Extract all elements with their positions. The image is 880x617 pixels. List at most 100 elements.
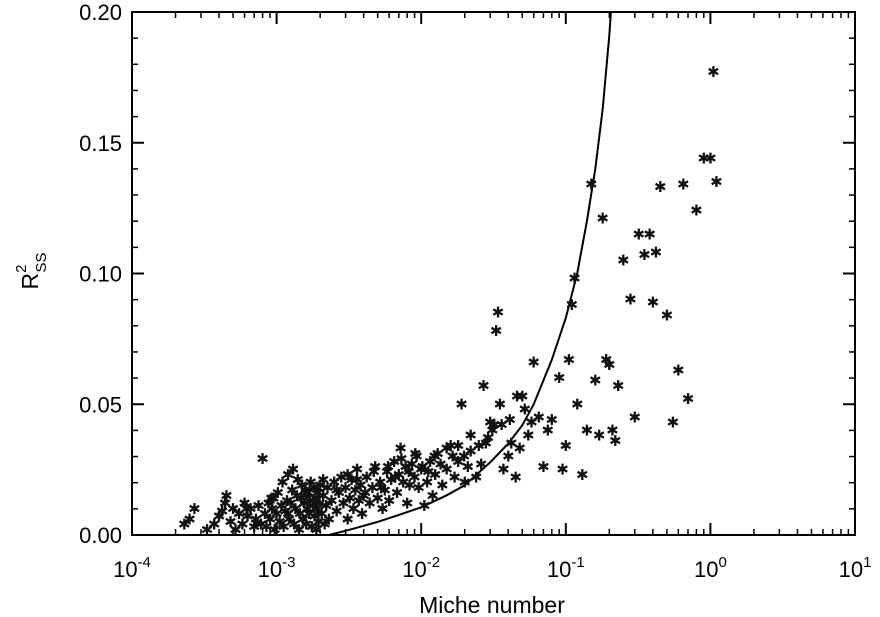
scatter-point: ✱	[426, 487, 439, 505]
scatter-point: ✱	[431, 445, 444, 463]
scatter-point: ✱	[307, 497, 320, 515]
scatter-point: ✱	[376, 500, 389, 518]
scatter-point: ✱	[341, 510, 354, 528]
scatter-point: ✱	[259, 505, 272, 523]
scatter-point: ✱	[213, 508, 226, 526]
scatter-point: ✱	[568, 270, 581, 288]
scatter-point: ✱	[347, 500, 360, 518]
scatter-point: ✱	[436, 476, 449, 494]
scatter-point: ✱	[464, 442, 477, 460]
scatter-point: ✱	[415, 461, 428, 479]
scatter-point: ✱	[593, 427, 606, 445]
scatter-point: ✱	[522, 427, 535, 445]
scatter-point: ✱	[298, 495, 311, 513]
scatter-point: ✱	[470, 468, 483, 486]
scatter-point: ✱	[286, 482, 299, 500]
scatter-point: ✱	[455, 395, 468, 413]
scatter-point: ✱	[241, 508, 254, 526]
scatter-point: ✱	[276, 474, 289, 492]
scatter-point: ✱	[490, 322, 503, 340]
scatter-point: ✱	[317, 487, 330, 505]
x-tick-label: 10-2	[402, 554, 440, 582]
scatter-point: ✱	[312, 484, 325, 502]
scatter-point: ✱	[527, 353, 540, 371]
y-axis-title-subscript: SS	[33, 253, 50, 273]
scatter-point: ✱	[208, 516, 221, 534]
scatter-point: ✱	[335, 468, 348, 486]
scatter-point: ✱	[389, 468, 402, 486]
scatter-point: ✱	[494, 395, 507, 413]
scatter-point: ✱	[272, 484, 285, 502]
scatter-point: ✱	[363, 495, 376, 513]
y-tick-label: 0.00	[79, 523, 122, 548]
y-axis-ticks: 0.00 0.05 0.10 0.15 0.20	[79, 0, 855, 548]
scatter-point: ✱	[178, 516, 191, 534]
scatter-point: ✱	[429, 466, 442, 484]
scatter-point: ✱	[313, 495, 326, 513]
scatter-point: ✱	[295, 489, 308, 507]
scatter-point: ✱	[513, 440, 526, 458]
scatter-points-layer: ✱✱✱✱✱✱✱✱✱✱✱✱✱✱✱✱✱✱✱✱✱✱✱✱✱✱✱✱✱✱✱✱✱✱✱✱✱✱✱✱…	[178, 63, 723, 539]
y-tick-label: 0.10	[79, 262, 122, 287]
scatter-point: ✱	[297, 510, 310, 528]
scatter-point: ✱	[382, 458, 395, 476]
scatter-point: ✱	[255, 516, 268, 534]
scatter-point: ✱	[385, 471, 398, 489]
scatter-point: ✱	[545, 411, 558, 429]
scatter-point: ✱	[277, 518, 290, 536]
scatter-point: ✱	[349, 482, 362, 500]
scatter-point: ✱	[273, 513, 286, 531]
scatter-point: ✱	[475, 455, 488, 473]
scatter-point: ✱	[444, 437, 457, 455]
scatter-point: ✱	[421, 474, 434, 492]
scatter-point: ✱	[472, 437, 485, 455]
scatter-point: ✱	[424, 453, 437, 471]
scatter-point: ✱	[260, 518, 273, 536]
scatter-point: ✱	[288, 516, 301, 534]
scatter-point: ✱	[284, 495, 297, 513]
plot-frame	[131, 11, 856, 536]
scatter-point: ✱	[325, 492, 338, 510]
scatter-point: ✱	[256, 450, 269, 468]
scatter-point: ✱	[409, 445, 422, 463]
x-tick-label: 100	[694, 554, 727, 582]
scatter-point: ✱	[360, 468, 373, 486]
scatter-point: ✱	[383, 492, 396, 510]
scatter-point: ✱	[452, 453, 465, 471]
scatter-point: ✱	[661, 306, 674, 324]
scatter-point: ✱	[359, 484, 372, 502]
scatter-point: ✱	[633, 225, 646, 243]
scatter-point: ✱	[270, 505, 283, 523]
scatter-point: ✱	[525, 414, 538, 432]
scatter-point: ✱	[403, 476, 416, 494]
scatter-point: ✱	[565, 296, 578, 314]
scatter-point: ✱	[351, 471, 364, 489]
y-tick-label: 0.05	[79, 392, 122, 417]
scatter-point: ✱	[323, 510, 336, 528]
scatter-point: ✱	[339, 479, 352, 497]
scatter-point: ✱	[710, 173, 723, 191]
scatter-point: ✱	[553, 369, 566, 387]
scatter-point: ✱	[301, 500, 314, 518]
scatter-point: ✱	[399, 458, 412, 476]
scatter-point: ✱	[511, 387, 524, 405]
x-axis-title: Miche number	[419, 592, 565, 617]
scatter-point: ✱	[422, 463, 435, 481]
scatter-point: ✱	[434, 455, 447, 473]
scatter-point: ✱	[391, 484, 404, 502]
scatter-point: ✱	[302, 484, 315, 502]
scatter-point: ✱	[571, 395, 584, 413]
scatter-point: ✱	[612, 377, 625, 395]
scatter-point: ✱	[477, 377, 490, 395]
scatter-point: ✱	[505, 434, 518, 452]
y-axis-title-superscript: 2	[13, 265, 30, 273]
scatter-point: ✱	[537, 458, 550, 476]
scatter-point: ✱	[556, 461, 569, 479]
scatter-point: ✱	[603, 356, 616, 374]
scatter-point: ✱	[402, 463, 415, 481]
scatter-point: ✱	[401, 495, 414, 513]
scatter-point: ✱	[589, 372, 602, 390]
scatter-point: ✱	[282, 466, 295, 484]
scatter-point: ✱	[654, 178, 667, 196]
scatter-point: ✱	[268, 521, 281, 539]
